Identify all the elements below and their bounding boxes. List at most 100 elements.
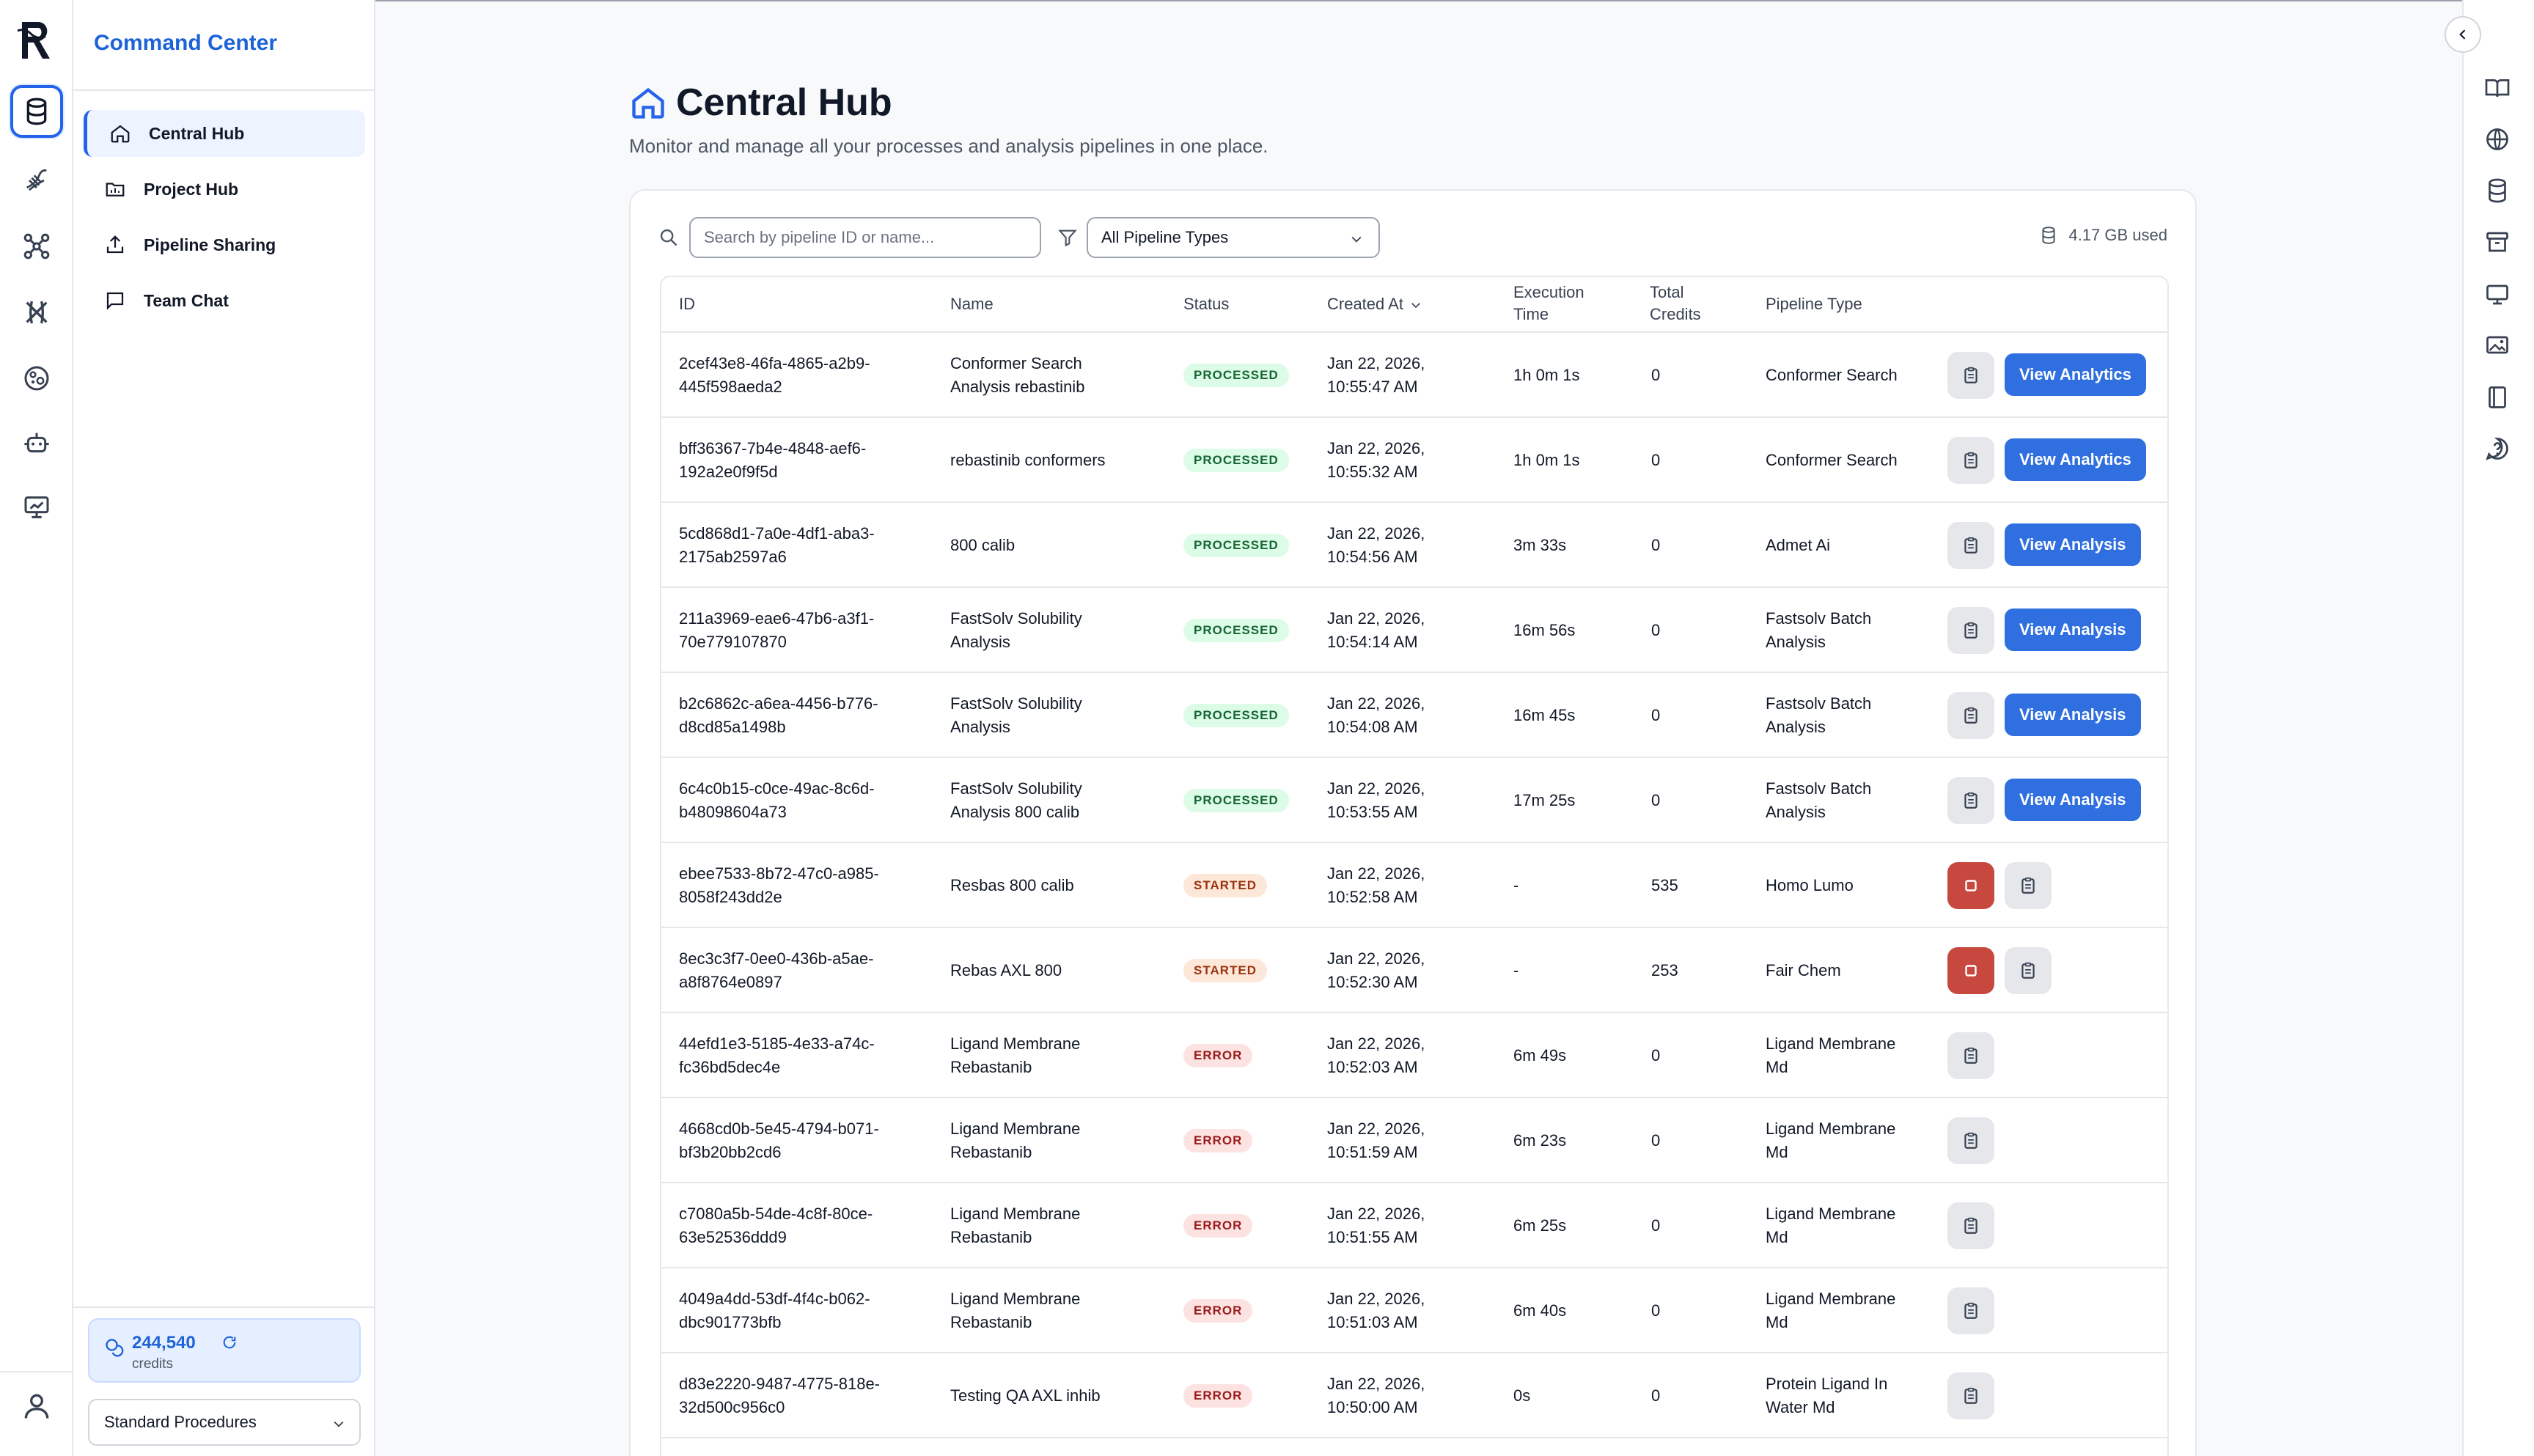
details-button[interactable] (1947, 352, 1994, 399)
col-id[interactable]: ID (679, 295, 695, 313)
cell-pipeline-type: Ligand Membrane Md (1766, 1117, 1895, 1164)
cell-created-at: Jan 22, 2026, 10:52:03 AM (1327, 1032, 1425, 1079)
molecule-icon-button[interactable] (10, 220, 63, 273)
table-row[interactable]: 5cd868d1-7a0e-4df1-aba3- 2175ab2597a6 800 … (661, 503, 2167, 588)
cell-id-line1: d83e2220-9487-4775-818e- (679, 1375, 881, 1393)
notebook-icon[interactable] (2484, 384, 2511, 411)
details-button[interactable] (1947, 1372, 1994, 1419)
cell-date-line1: Jan 22, 2026, (1327, 1205, 1425, 1223)
page-title: Central Hub (676, 81, 892, 124)
database-icon[interactable] (2484, 177, 2511, 204)
table-row[interactable]: 211a3969-eae6-47b6-a3f1- 70e779107870 Fast… (661, 588, 2167, 673)
stop-button[interactable] (1947, 947, 1994, 994)
pipeline-type-select[interactable]: All Pipeline Types (1087, 217, 1380, 258)
cell-type-line2: Analysis (1766, 718, 1826, 736)
sidebar-item-pipeline-sharing[interactable]: Pipeline Sharing (84, 221, 365, 268)
cell-type-line1: Conformer Search (1766, 451, 1898, 469)
details-button[interactable] (1947, 777, 1994, 824)
details-button[interactable] (1947, 1287, 1994, 1334)
col-pipeline-type[interactable]: Pipeline Type (1766, 295, 1862, 313)
details-button[interactable] (2005, 947, 2052, 994)
details-button[interactable] (1947, 1032, 1994, 1079)
cell-pipeline-type: Conformer Search (1766, 364, 1898, 387)
app-title: Command Center (94, 31, 278, 55)
view-analysis-button[interactable]: View Analysis (2005, 608, 2141, 651)
user-icon[interactable] (21, 1390, 53, 1422)
view-analysis-button[interactable]: View Analysis (2005, 523, 2141, 566)
image-icon[interactable] (2484, 333, 2511, 359)
table-row[interactable]: 4668cd0b-5e45-4794-b071- bf3b20bb2cd6 Liga… (661, 1098, 2167, 1183)
table-row[interactable]: 8ec3c3f7-0ee0-436b-a5ae-a8f8764e0897 Reba… (661, 928, 2167, 1013)
view-analysis-button[interactable]: View Analytics (2005, 438, 2146, 481)
details-button[interactable] (1947, 437, 1994, 484)
monitor-icon[interactable] (2484, 282, 2511, 308)
cell-created-at: Jan 22, 2026, 10:50:00 AM (1327, 1372, 1425, 1419)
table-row[interactable]: 44efd1e3-5185-4e33-a74c-fc36bd5dec4e Liga… (661, 1013, 2167, 1098)
globe-icon[interactable] (2484, 126, 2511, 152)
cell-id-line2: dbc901773bfb (679, 1313, 782, 1331)
book-icon[interactable] (2484, 75, 2511, 101)
table-row[interactable]: c7080a5b-54de-4c8f-80ce- 63e52536ddd9 Liga… (661, 1183, 2167, 1268)
table-row[interactable]: b2c6862c-a6ea-4456-b776- d8cd85a1498b Fast… (661, 673, 2167, 758)
presentation-icon-button[interactable] (10, 481, 63, 534)
table-row[interactable]: 6c4c0b15-c0ce-49ac-8c6d-b48098604a73 Fast… (661, 758, 2167, 843)
sidebar-item-label: Team Chat (144, 290, 229, 310)
details-button[interactable] (1947, 1202, 1994, 1249)
cell-pipeline-type: Ligand Membrane Md (1766, 1287, 1895, 1334)
status-badge: PROCESSED (1183, 619, 1289, 642)
sidebar-item-team-chat[interactable]: Team Chat (84, 277, 365, 324)
table-row[interactable]: bff36367-7b4e-4848-aef6- 192a2e0f9f5d reba… (661, 418, 2167, 503)
database-icon-button[interactable] (10, 85, 63, 138)
app-rail (0, 0, 73, 1456)
stop-button[interactable] (1947, 862, 1994, 909)
view-analysis-button[interactable]: View Analysis (2005, 694, 2141, 736)
col-created-at[interactable]: Created At (1327, 293, 1422, 315)
cell-execution-time: 0s (1513, 1386, 1531, 1405)
details-button[interactable] (1947, 607, 1994, 654)
details-button[interactable] (2005, 862, 2052, 909)
cell-id-line2: 8058f243dd2e (679, 888, 782, 906)
col-name[interactable]: Name (950, 295, 994, 313)
bot-icon-button[interactable] (10, 416, 63, 469)
refresh-icon[interactable] (221, 1334, 238, 1350)
details-button[interactable] (1947, 1117, 1994, 1164)
table-row[interactable]: ebee7533-8b72-47c0-a985- 8058f243dd2e Resb… (661, 843, 2167, 928)
cell-name-line1: Ligand Membrane (950, 1119, 1081, 1138)
col-total-credits[interactable]: Total Credits (1650, 282, 1701, 326)
table-row[interactable]: d83e2220-9487-4775-818e- 32d500c956c0 Test… (661, 1353, 2167, 1438)
cell-id: bff36367-7b4e-4848-aef6- 192a2e0f9f5d (679, 437, 866, 484)
search-input[interactable] (689, 217, 1041, 258)
help-icon[interactable] (2484, 435, 2511, 462)
sidebar-item-central-hub[interactable]: Central Hub (84, 110, 365, 157)
protein-icon (26, 301, 48, 324)
clipboard-icon (1964, 367, 1977, 383)
details-button[interactable] (1947, 692, 1994, 739)
col-execution-time[interactable]: Execution Time (1513, 282, 1584, 326)
cell-execution-time: 6m 49s (1513, 1046, 1567, 1065)
pipelines-card: All Pipeline Types 4.17 GB used ID Name … (629, 189, 2197, 1456)
view-analysis-button[interactable]: View Analysis (2005, 779, 2141, 821)
cell-date-line1: Jan 22, 2026, (1327, 1119, 1425, 1138)
cell-icon-button[interactable] (10, 352, 63, 405)
cell-name-line2: Rebastanib (950, 1143, 1032, 1161)
cell-type-line1: Homo Lumo (1766, 876, 1854, 894)
table-row[interactable]: 2cef43e8-46fa-4865-a2b9- 445f598aeda2 Conf… (661, 333, 2167, 418)
home-icon (632, 87, 664, 119)
clipboard-icon (2021, 962, 2035, 979)
clipboard-icon (1964, 537, 1977, 554)
dna-icon-button[interactable] (10, 154, 63, 207)
archive-icon[interactable] (2484, 229, 2511, 255)
cell-name-line2: Analysis 800 calib (950, 803, 1080, 821)
procedure-select[interactable]: Standard Procedures (88, 1399, 361, 1446)
table-row[interactable]: 4049a4dd-53df-4f4c-b062- dbc901773bfb Liga… (661, 1268, 2167, 1353)
cell-pipeline-type: Fair Chem (1766, 959, 1841, 982)
sidebar-item-project-hub[interactable]: Project Hub (84, 166, 365, 213)
view-analysis-button[interactable]: View Analytics (2005, 353, 2146, 396)
cell-date-line1: Jan 22, 2026, (1327, 1290, 1425, 1308)
protein-icon-button[interactable] (10, 286, 63, 339)
col-status[interactable]: Status (1183, 295, 1230, 313)
clipboard-icon (1964, 1217, 1977, 1234)
cell-id: 4049a4dd-53df-4f4c-b062- dbc901773bfb (679, 1287, 870, 1334)
collapse-panel-button[interactable] (2445, 16, 2481, 53)
details-button[interactable] (1947, 522, 1994, 569)
